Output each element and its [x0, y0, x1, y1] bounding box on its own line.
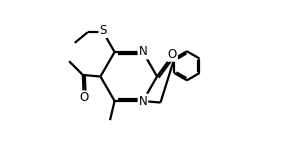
Text: S: S [100, 24, 107, 37]
Text: O: O [79, 91, 88, 104]
Text: N: N [138, 95, 147, 108]
Text: O: O [168, 48, 177, 61]
Text: N: N [138, 45, 147, 58]
